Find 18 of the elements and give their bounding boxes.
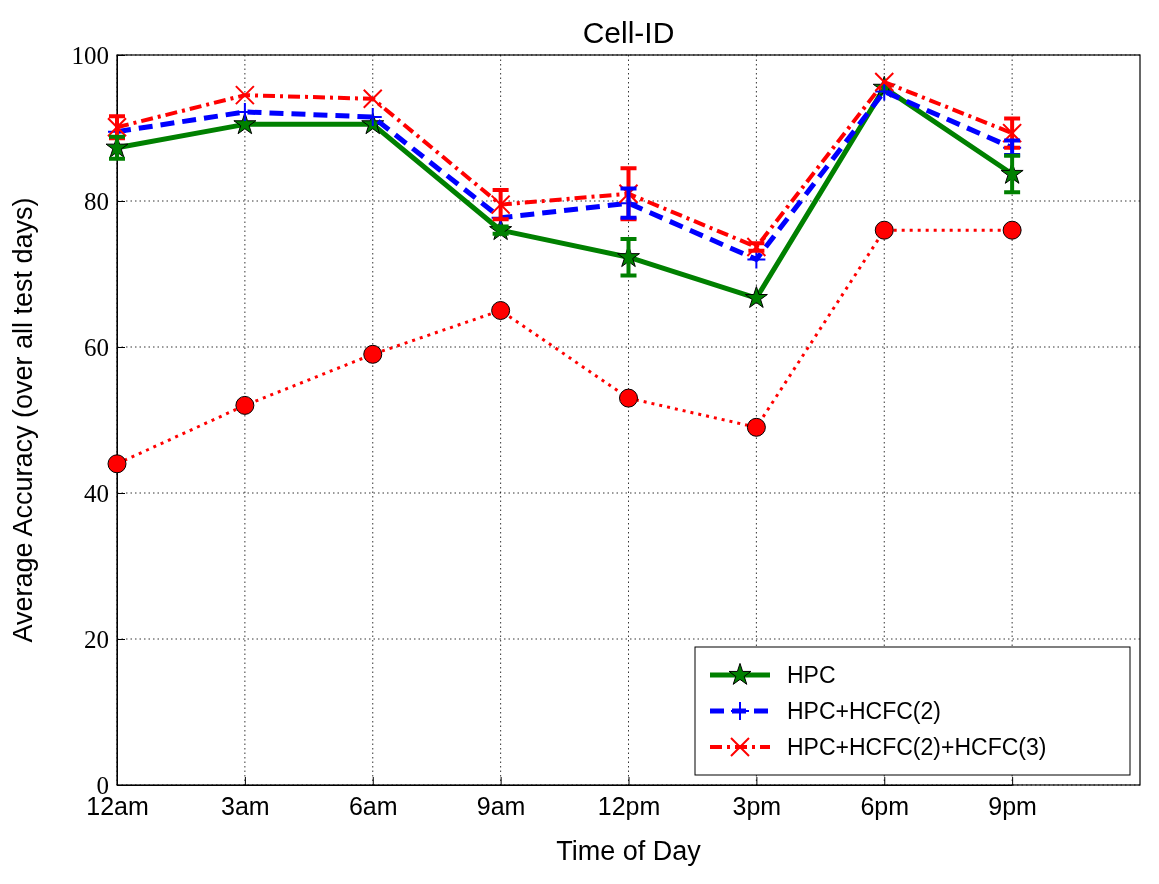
x-tick-label: 9am: [476, 791, 526, 820]
x-tick-label: 3pm: [732, 791, 782, 820]
y-tick-label: 80: [84, 187, 109, 215]
legend-label: HPC: [787, 662, 836, 688]
y-tick-label: 100: [71, 41, 109, 69]
y-tick-label: 60: [84, 333, 109, 361]
x-tick-label: 9pm: [988, 791, 1037, 820]
legend-label: HPC+HCFC(2)+HCFC(3): [787, 734, 1047, 760]
y-axis-title: Average Accuracy (over all test days): [8, 197, 38, 643]
x-tick-label: 12pm: [597, 791, 661, 820]
legend-label: HPC+HCFC(2): [787, 698, 941, 724]
chart-title: Cell-ID: [582, 16, 675, 49]
x-axis-title: Time of Day: [556, 836, 702, 866]
x-tick-label: 6am: [348, 791, 398, 820]
y-tick-label: 40: [84, 479, 109, 507]
x-tick-label: 3am: [221, 791, 270, 820]
x-tick-label: 6pm: [860, 791, 910, 820]
y-tick-label: 20: [84, 625, 109, 653]
